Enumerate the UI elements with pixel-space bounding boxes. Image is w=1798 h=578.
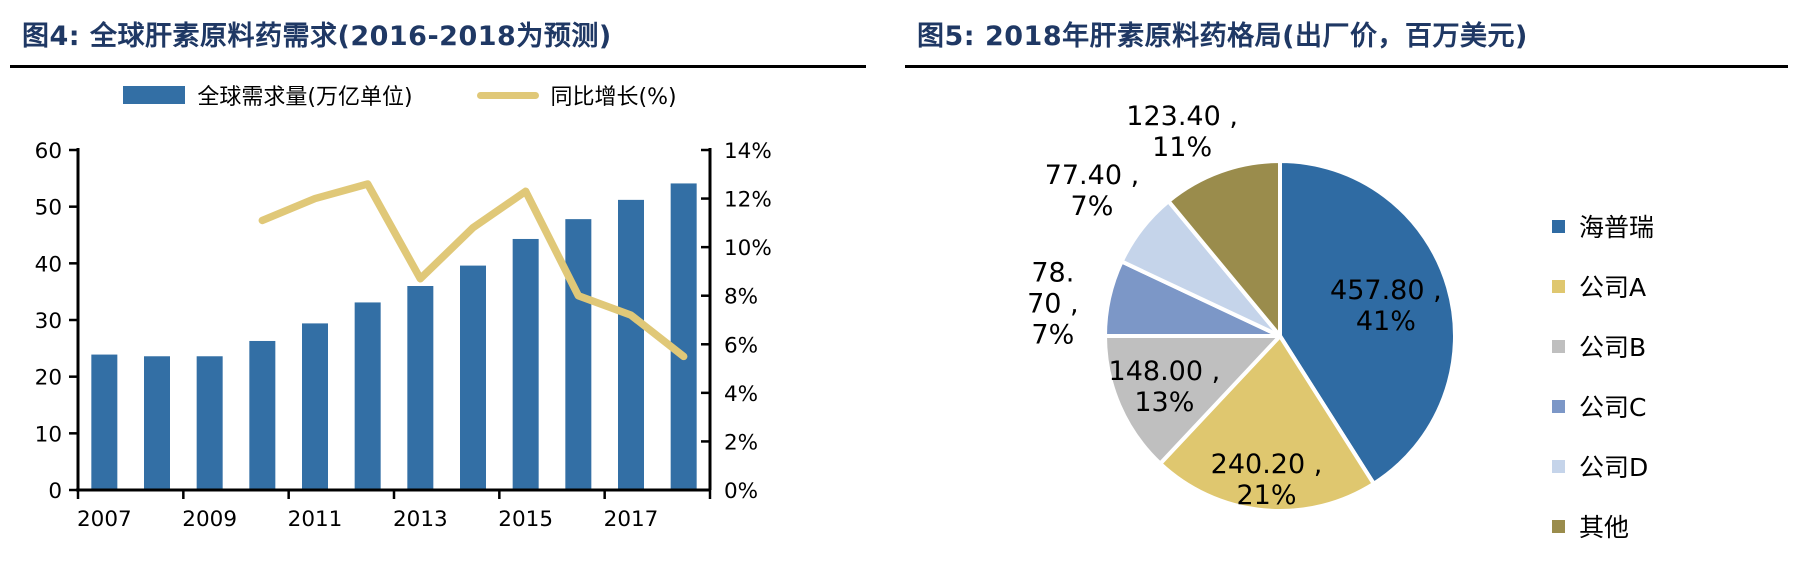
pie-legend-item-1: 公司A	[1552, 268, 1654, 304]
left-tick-label: 30	[35, 309, 62, 334]
pie-legend-label: 公司B	[1579, 333, 1647, 362]
pie-legend-item-3: 公司C	[1552, 388, 1654, 424]
pie-legend-item-5: 其他	[1552, 508, 1654, 544]
pie-legend-swatch-icon	[1552, 519, 1565, 533]
pie-legend-swatch-icon	[1552, 399, 1565, 413]
figure4-panel: 图4: 全球肝素原料药需求(2016-2018为预测) 全球需求量(万亿单位) 同…	[10, 0, 866, 559]
market-share-pie-chart: 457.80 , 41% 240.20 , 21% 148.00 , 13% 78. 70 ,…	[1027, 101, 1457, 513]
legend-item-bar: 全球需求量(万亿单位)	[123, 79, 413, 111]
figure5-title: 图5: 2018年肝素原料药格局(出厂价，百万美元)	[905, 0, 1788, 68]
pie-legend-label: 海普瑞	[1579, 213, 1655, 242]
left-tick-label: 40	[35, 252, 62, 277]
pie-slice-label-3: 78. 70 , 7%	[1027, 258, 1079, 351]
pie-legend-swatch-icon	[1552, 459, 1565, 473]
pie-legend-swatch-icon	[1552, 339, 1565, 353]
legend-label: 同比增长(%)	[550, 85, 677, 110]
pie-legend-swatch-icon	[1552, 219, 1565, 233]
pie-legend-label: 其他	[1579, 513, 1630, 542]
right-tick-label: 12%	[724, 188, 772, 213]
x-tick-label: 2011	[288, 507, 343, 532]
bar-2018	[670, 183, 697, 490]
bar-2015	[512, 238, 539, 490]
right-tick-label: 14%	[724, 139, 772, 164]
pie-slice-1	[1158, 334, 1376, 513]
figure4-title: 图4: 全球肝素原料药需求(2016-2018为预测)	[10, 0, 866, 68]
left-tick-label: 0	[48, 479, 62, 504]
pie-slice-label-2: 148.00 , 13%	[1109, 356, 1221, 418]
demand-combo-chart: 0 10 20 30 40 50 60 0% 2% 4% 6% 8% 10% 12% 14% 2007 2009…	[35, 139, 772, 532]
pie-slice-5	[1166, 159, 1282, 338]
bar-2014	[460, 265, 486, 490]
right-tick-label: 4%	[724, 382, 758, 407]
bar-2010	[249, 340, 276, 490]
left-tick-label: 50	[35, 196, 62, 221]
bar-2009	[196, 356, 223, 490]
legend-label: 全球需求量(万亿单位)	[197, 85, 413, 110]
pie-slice-label-1: 240.20 , 21%	[1211, 449, 1323, 511]
figure4-legend: 全球需求量(万亿单位) 同比增长(%)	[10, 79, 790, 111]
pie-legend-item-4: 公司D	[1552, 448, 1654, 484]
right-tick-label: 2%	[724, 430, 758, 455]
line-series-swatch-icon	[476, 91, 539, 99]
bar-2011	[302, 323, 328, 490]
pie-slice-label-5: 123.40 , 11%	[1126, 101, 1238, 163]
pie-legend-label: 公司C	[1579, 393, 1647, 422]
bar-2007	[91, 354, 118, 490]
x-tick-label: 2007	[77, 507, 132, 532]
bar-2017	[618, 199, 644, 490]
pie-legend-swatch-icon	[1552, 279, 1565, 293]
bar-2016	[565, 219, 592, 490]
right-tick-label: 0%	[724, 479, 758, 504]
x-tick-label: 2017	[604, 507, 659, 532]
x-tick-label: 2009	[182, 507, 237, 532]
figure5-chart-area: 457.80 , 41% 240.20 , 21% 148.00 , 13% 78. 70 ,…	[880, 68, 1788, 578]
left-tick-label: 10	[35, 422, 62, 447]
figure5-legend: 海普瑞公司A 公司B 公司C 公司D 其他	[1552, 208, 1654, 544]
x-tick-label: 2015	[498, 507, 553, 532]
right-tick-label: 6%	[724, 333, 758, 358]
pie-slice-label-4: 77.40 , 7%	[1045, 160, 1139, 222]
right-tick-label: 8%	[724, 285, 758, 310]
pie-legend-label: 公司A	[1579, 273, 1647, 302]
left-tick-label: 60	[35, 139, 62, 164]
bar-2008	[144, 356, 170, 490]
bar-series-swatch-icon	[123, 86, 186, 104]
figure5-panel: 图5: 2018年肝素原料药格局(出厂价，百万美元) 457.80 , 41% 24…	[880, 0, 1788, 578]
bar-2013	[407, 286, 434, 490]
pie-legend-item-0: 海普瑞	[1552, 208, 1654, 244]
left-tick-label: 20	[35, 366, 62, 391]
growth-line	[258, 180, 688, 361]
bar-2012	[354, 302, 381, 490]
pie-legend-label: 公司D	[1579, 453, 1649, 482]
right-tick-label: 10%	[724, 236, 772, 261]
pie-slice-label-0: 457.80 , 41%	[1330, 275, 1442, 337]
pie-legend-item-2: 公司B	[1552, 328, 1654, 364]
pie-slice-2	[1103, 334, 1282, 466]
x-tick-label: 2013	[393, 507, 448, 532]
legend-item-line: 同比增长(%)	[476, 79, 677, 111]
